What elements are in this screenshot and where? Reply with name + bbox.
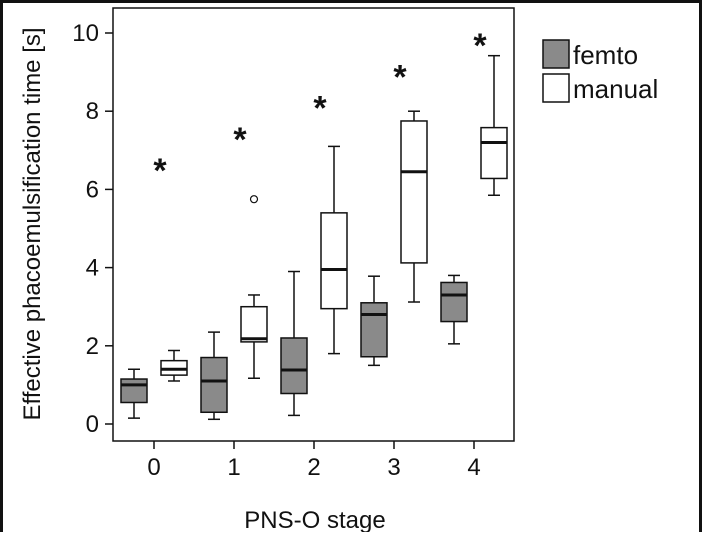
plot-area [112, 7, 515, 442]
manual-box-3 [400, 110, 428, 303]
x-axis-title: PNS-O stage [244, 507, 385, 532]
legend-swatch-femto [542, 39, 570, 69]
x-tick-label: 0 [147, 454, 160, 481]
y-axis: 0 2 4 6 8 10 [72, 20, 113, 438]
y-tick-label: 6 [86, 176, 99, 203]
series-manual [160, 54, 508, 382]
manual-box-2 [320, 145, 348, 355]
iqr-box [440, 281, 468, 323]
significance-star: * [153, 152, 167, 190]
significance-star: * [233, 121, 247, 159]
legend: femto manual [542, 39, 658, 104]
x-axis: 0 1 2 3 4 [147, 441, 481, 481]
manual-box-1 [240, 195, 268, 380]
iqr-box [240, 305, 268, 343]
x-tick-label: 1 [227, 454, 240, 481]
femto-box-2 [280, 270, 308, 417]
iqr-box [480, 126, 508, 180]
significance-markers: * * * * * [153, 27, 487, 190]
x-tick-label: 2 [307, 454, 320, 481]
x-tick-label: 3 [387, 454, 400, 481]
significance-star: * [393, 58, 407, 96]
femto-box-1 [200, 331, 228, 421]
significance-star: * [473, 27, 487, 65]
iqr-box [200, 356, 228, 414]
iqr-box [120, 378, 148, 404]
significance-star: * [313, 90, 327, 128]
legend-label-femto: femto [573, 40, 638, 70]
series-femto [120, 270, 468, 421]
femto-box-4 [440, 274, 468, 345]
iqr-box [280, 337, 308, 395]
outlier-point [249, 195, 259, 204]
manual-box-4 [480, 54, 508, 197]
manual-box-0 [160, 349, 188, 382]
femto-box-0 [120, 368, 148, 419]
iqr-box [320, 212, 348, 310]
femto-box-3 [360, 275, 388, 367]
x-tick-label: 4 [467, 454, 480, 481]
y-tick-label: 4 [86, 255, 99, 282]
box-series [120, 54, 508, 421]
y-axis-title: Effective phacoemulsification time [s] [19, 27, 46, 420]
y-tick-label: 8 [86, 98, 99, 125]
iqr-box [360, 302, 388, 358]
y-tick-label: 10 [72, 20, 99, 47]
iqr-box [400, 120, 428, 264]
legend-label-manual: manual [573, 74, 658, 104]
y-tick-label: 2 [86, 333, 99, 360]
y-tick-label: 0 [86, 411, 99, 438]
legend-swatch-manual [542, 73, 570, 103]
